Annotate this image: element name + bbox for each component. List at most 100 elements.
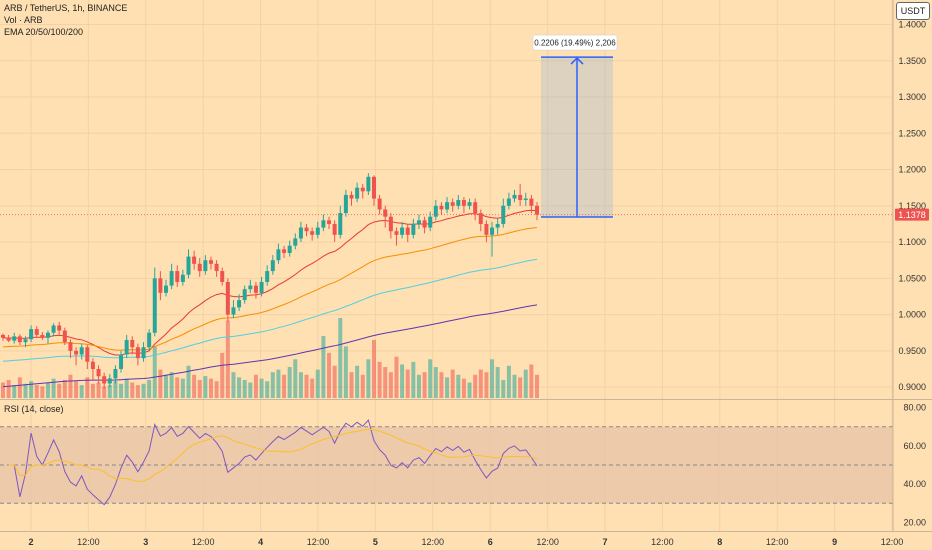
candle-body	[315, 227, 320, 235]
volume-bar	[433, 367, 438, 398]
currency-button[interactable]: USDT	[896, 2, 930, 20]
candle-body	[214, 263, 219, 272]
candle-body	[23, 339, 28, 343]
candle-body	[490, 227, 495, 235]
volume-bar	[456, 374, 461, 398]
candle-body	[192, 256, 197, 264]
volume-bar	[388, 372, 393, 398]
volume-bar	[506, 365, 511, 398]
candle-body	[113, 368, 118, 379]
volume-bar	[40, 386, 45, 398]
measure-tool[interactable]: 0.2206 (19.49%) 2,206	[532, 34, 618, 218]
volume-bar	[23, 383, 28, 398]
candle-body	[34, 329, 39, 335]
candle-body	[506, 198, 511, 206]
volume-bar	[135, 385, 140, 398]
price-tick-label: 1.1500	[898, 201, 926, 211]
volume-bar	[113, 381, 118, 398]
volume-bar	[225, 320, 230, 398]
volume-bar	[377, 361, 382, 398]
volume-bar	[287, 367, 292, 398]
price-tick-label: 0.9000	[898, 382, 926, 392]
ema50-line	[2, 227, 538, 351]
candle-body	[445, 202, 450, 210]
candle-body	[416, 220, 421, 224]
volume-bar	[293, 359, 298, 398]
candle-body	[411, 223, 416, 235]
volume-bar	[439, 372, 444, 398]
candle-body	[473, 202, 478, 214]
ema20-line	[2, 209, 538, 356]
candle-body	[57, 325, 62, 331]
volume-bar	[400, 364, 405, 398]
volume-bar	[203, 376, 208, 398]
volume-bar	[478, 369, 483, 398]
candle-body	[259, 281, 264, 293]
volume-bar	[214, 381, 219, 398]
candle-body	[29, 329, 34, 340]
candle-body	[293, 238, 298, 246]
candle-body	[141, 347, 146, 359]
candle-body	[253, 285, 258, 293]
candle-body	[518, 194, 523, 201]
volume-legend[interactable]: Vol · ARB	[4, 15, 43, 25]
candle-body	[298, 227, 303, 239]
volume-bar	[124, 378, 129, 398]
volume-bar	[467, 382, 472, 398]
candle-body	[304, 227, 309, 232]
volume-bar	[197, 379, 202, 398]
rsi-ma-line	[8, 428, 538, 483]
candle-body	[6, 337, 11, 341]
candle-body	[1, 334, 5, 338]
volume-bar	[484, 372, 489, 398]
time-tick-label: 12:00	[422, 537, 445, 547]
measure-label-box	[532, 34, 618, 51]
volume-bar	[186, 365, 191, 398]
time-tick-label: 7	[602, 537, 607, 547]
candle-body	[197, 263, 202, 272]
volume-bar	[74, 381, 79, 398]
candle-body	[51, 325, 56, 333]
time-tick-label: 6	[488, 537, 493, 547]
volume-bar	[12, 385, 17, 398]
volume-bar	[130, 382, 135, 398]
candle-body	[135, 347, 140, 359]
price-tick-label: 1.4000	[898, 20, 926, 30]
candle-body	[74, 350, 79, 355]
price-tick-label: 1.2500	[898, 128, 926, 138]
time-tick-label: 12:00	[881, 537, 904, 547]
candle-body	[164, 285, 169, 293]
candle-body	[287, 245, 292, 253]
volume-bar	[192, 374, 197, 398]
volume-bar	[96, 382, 101, 398]
candle-body	[349, 194, 354, 199]
candle-body	[467, 202, 472, 206]
price-tick-label: 1.2000	[898, 165, 926, 175]
candle-body	[439, 205, 444, 210]
candle-body	[535, 205, 539, 215]
volume-bar	[90, 383, 95, 398]
candle-body	[147, 332, 152, 348]
candle-body	[422, 220, 427, 228]
time-tick-label: 12:00	[307, 537, 330, 547]
candle-body	[529, 198, 534, 206]
candle-body	[96, 368, 101, 377]
time-tick-label: 4	[258, 537, 263, 547]
ema-legend[interactable]: EMA 20/50/100/200	[4, 27, 84, 37]
candle-body	[327, 220, 332, 224]
volume-bar	[220, 352, 225, 398]
volume-bar	[164, 374, 169, 398]
rsi-legend[interactable]: RSI (14, close)	[4, 404, 64, 414]
symbol-legend[interactable]: ARB / TetherUS, 1h, BINANCE	[4, 3, 128, 13]
candle-body	[282, 249, 287, 253]
volume-bar	[68, 374, 73, 398]
volume-bar	[512, 374, 517, 398]
volume-bar	[327, 352, 332, 398]
candle-body	[119, 354, 124, 369]
candle-body	[186, 256, 191, 275]
candle-body	[17, 336, 22, 343]
volume-bar	[501, 379, 506, 398]
candle-body	[270, 260, 275, 272]
candle-body	[248, 285, 253, 290]
